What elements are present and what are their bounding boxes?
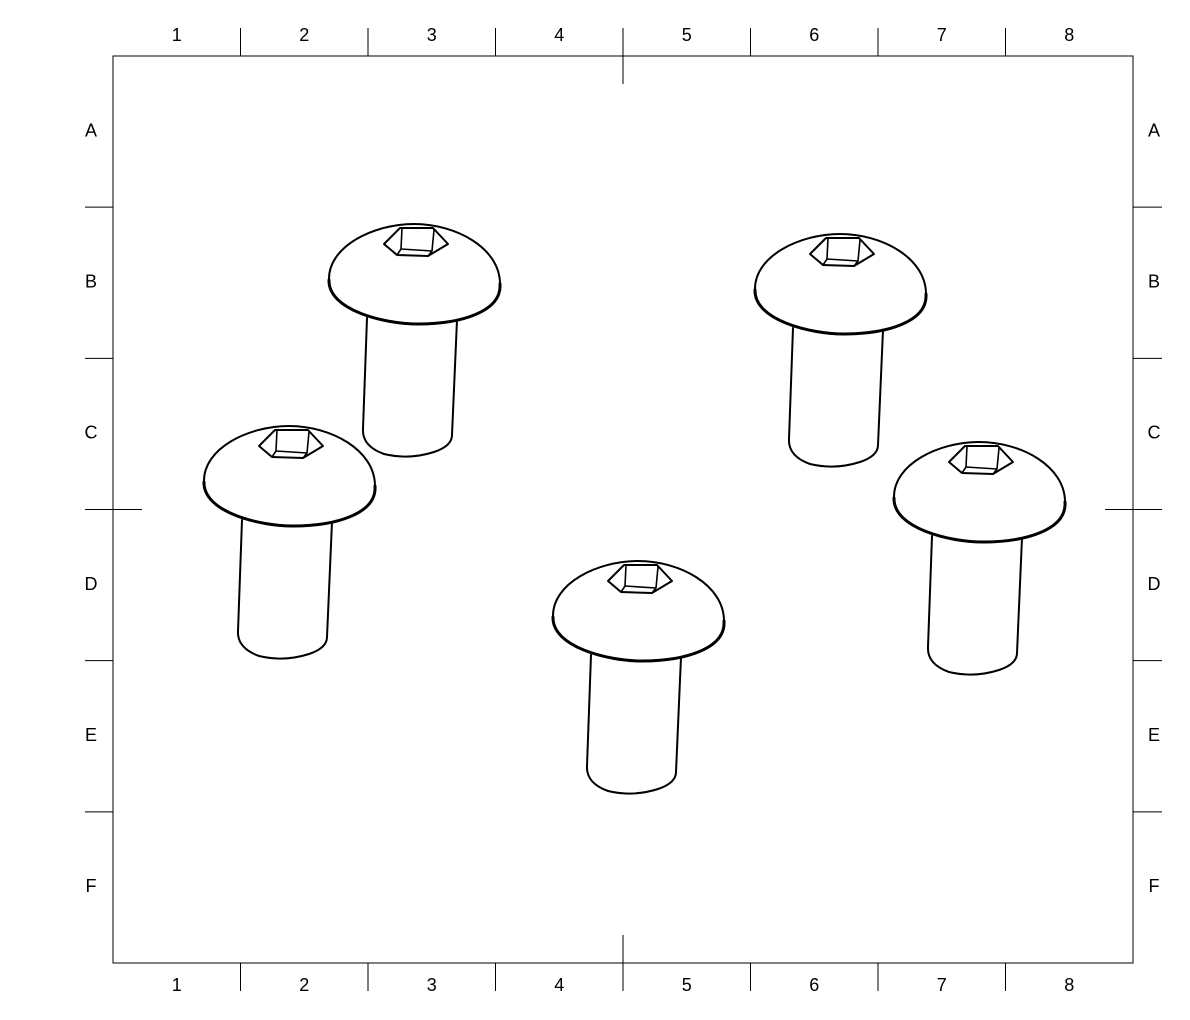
screw-head-rim — [202, 480, 377, 528]
screw-B6 — [753, 233, 928, 468]
screw-D4 — [551, 560, 726, 795]
screw-head-dome — [753, 233, 927, 295]
screw-head-dome — [327, 223, 501, 285]
hex-socket-icon — [809, 237, 875, 267]
screw-shank — [361, 317, 458, 458]
row-label-right: A — [1148, 120, 1160, 140]
row-label-right: F — [1149, 876, 1160, 896]
screw-head-dome — [202, 425, 376, 487]
column-label-bottom: 1 — [172, 975, 182, 995]
hex-socket-icon — [607, 564, 673, 594]
drawing-frame — [112, 55, 1134, 964]
column-label-bottom: 2 — [299, 975, 309, 995]
column-label-top: 8 — [1064, 25, 1074, 45]
hex-socket-inner — [822, 237, 861, 267]
column-label-top: 3 — [427, 25, 437, 45]
hex-socket-inner — [961, 445, 1000, 475]
row-label-left: F — [86, 876, 97, 896]
column-label-top: 7 — [937, 25, 947, 45]
screws — [202, 223, 1067, 795]
screw-head-rim — [327, 278, 502, 326]
column-label-top: 5 — [682, 25, 692, 45]
row-label-left: D — [85, 574, 98, 594]
row-label-right: E — [1148, 725, 1160, 745]
row-label-left: C — [85, 423, 98, 443]
row-label-left: E — [85, 725, 97, 745]
screw-head-rim — [753, 288, 928, 336]
row-label-left: B — [85, 272, 97, 292]
zone-grid: 1 1 2 2 3 3 4 4 5 5 6 6 7 7 8 8 A A B B C C D D E E F F — [85, 25, 1162, 995]
column-label-top: 2 — [299, 25, 309, 45]
screw-C2 — [202, 425, 377, 660]
column-label-top: 1 — [172, 25, 182, 45]
column-label-bottom: 3 — [427, 975, 437, 995]
screw-head-rim — [892, 496, 1067, 544]
hex-socket-icon — [258, 429, 324, 459]
screw-head-dome — [892, 441, 1066, 503]
screw-shank — [787, 327, 884, 468]
hex-socket-inner — [271, 429, 310, 459]
column-label-bottom: 6 — [809, 975, 819, 995]
screw-head-rim — [551, 615, 726, 663]
hex-socket-icon — [383, 227, 449, 257]
column-label-top: 6 — [809, 25, 819, 45]
screw-B3 — [327, 223, 502, 458]
row-label-left: A — [85, 120, 97, 140]
column-label-bottom: 8 — [1064, 975, 1074, 995]
row-label-right: C — [1148, 423, 1161, 443]
screw-shank — [926, 535, 1023, 676]
column-label-top: 4 — [554, 25, 564, 45]
column-label-bottom: 7 — [937, 975, 947, 995]
hex-socket-inner — [620, 564, 659, 594]
column-label-bottom: 5 — [682, 975, 692, 995]
row-label-right: B — [1148, 272, 1160, 292]
column-label-bottom: 4 — [554, 975, 564, 995]
screw-shank — [585, 654, 682, 795]
hex-socket-inner — [396, 227, 435, 257]
row-label-right: D — [1148, 574, 1161, 594]
hex-socket-icon — [948, 445, 1014, 475]
screw-shank — [236, 519, 333, 660]
screw-C7 — [892, 441, 1067, 676]
screw-head-dome — [551, 560, 725, 622]
